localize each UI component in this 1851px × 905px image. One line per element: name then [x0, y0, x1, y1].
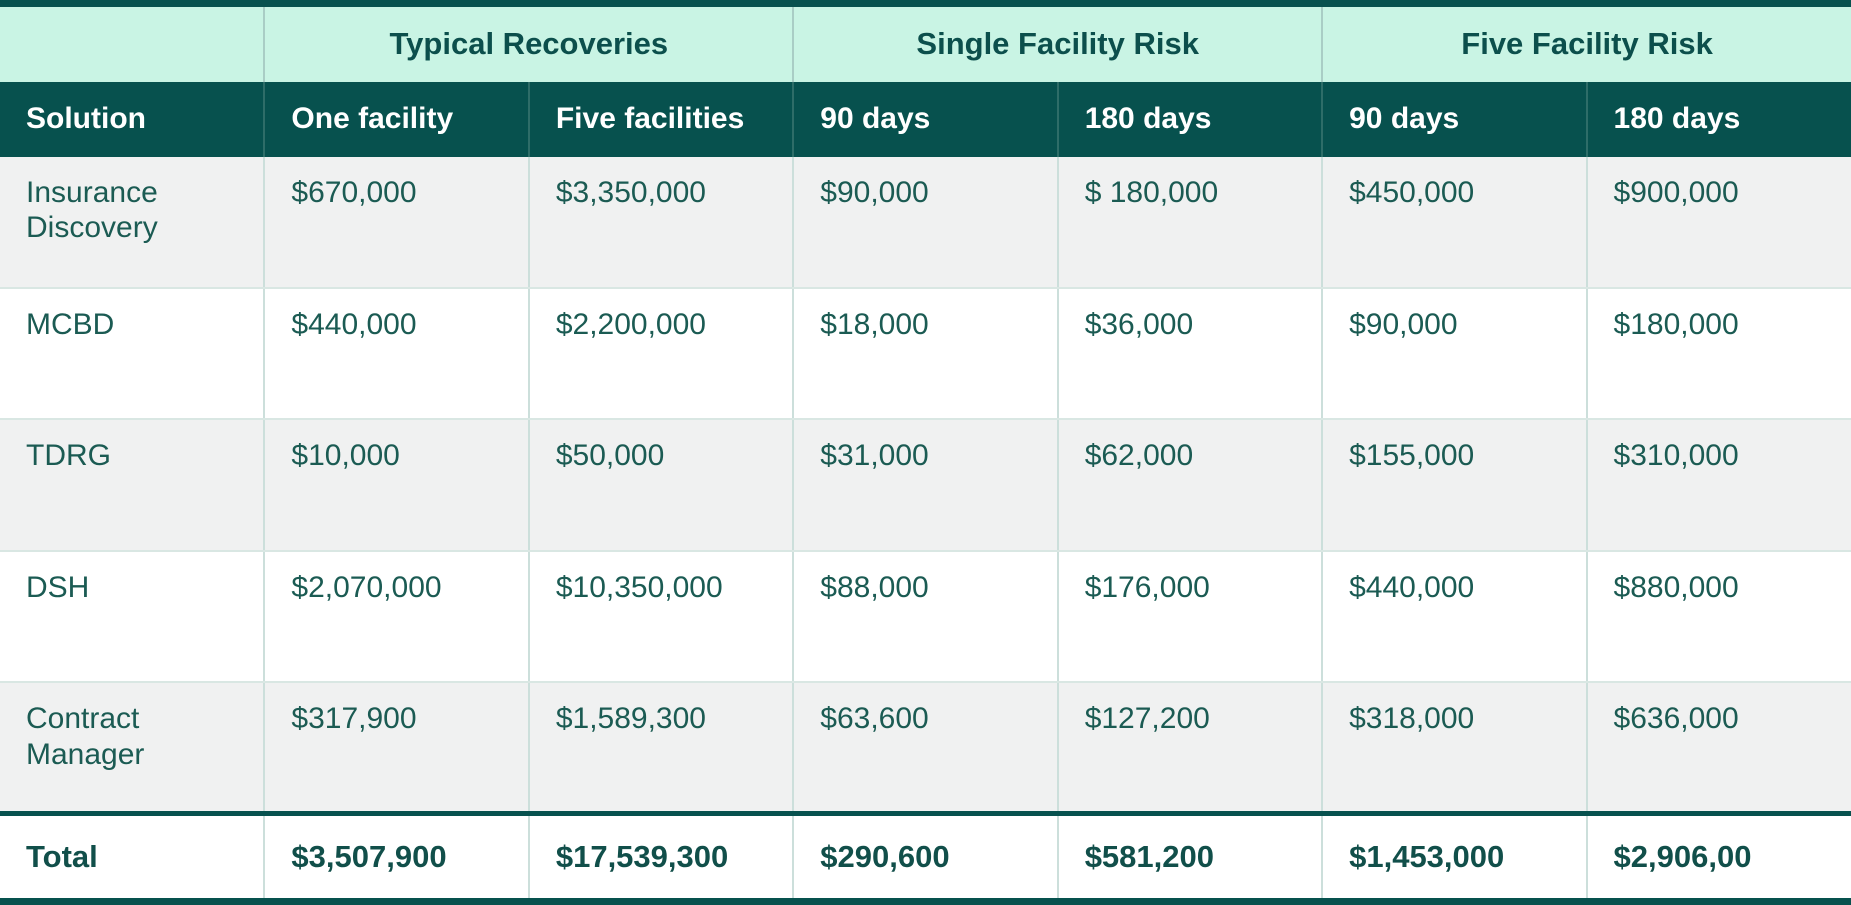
cell-value: $88,000 [792, 550, 1058, 684]
table-row-contract-manager: Contract Manager $317,900 $1,589,300 $63… [0, 682, 1851, 815]
cell-value: $90,000 [1321, 287, 1587, 421]
total-value: $2,906,00 [1585, 811, 1851, 902]
cell-value: $440,000 [263, 287, 529, 421]
table-row-mcbd: MCBD $440,000 $2,200,000 $18,000 $36,000… [0, 287, 1851, 421]
column-header-row: Solution One facility Five facilities 90… [0, 81, 1851, 157]
cell-value: $440,000 [1321, 550, 1587, 684]
cell-value: $2,200,000 [527, 287, 794, 421]
table-row-tdrg: TDRG $10,000 $50,000 $31,000 $62,000 $15… [0, 419, 1851, 552]
column-header-90-days-five: 90 days [1321, 81, 1587, 157]
cell-value: $50,000 [527, 419, 794, 552]
column-header-solution: Solution [0, 81, 265, 157]
column-header-180-days-five: 180 days [1585, 81, 1851, 157]
solution-label: Insurance Discovery [0, 156, 265, 289]
total-label: Total [0, 811, 265, 902]
cell-value: $90,000 [792, 156, 1058, 289]
solution-label: TDRG [0, 419, 265, 552]
table-row-dsh: DSH $2,070,000 $10,350,000 $88,000 $176,… [0, 550, 1851, 684]
total-value: $581,200 [1056, 811, 1323, 902]
group-header-five-facility-risk: Five Facility Risk [1321, 3, 1851, 82]
solution-label: MCBD [0, 287, 265, 421]
cell-value: $36,000 [1056, 287, 1323, 421]
cell-value: $155,000 [1321, 419, 1587, 552]
cell-value: $ 180,000 [1056, 156, 1323, 289]
cell-value: $317,900 [263, 682, 529, 815]
cell-value: $450,000 [1321, 156, 1587, 289]
corner-cell [0, 3, 265, 82]
group-header-typical-recoveries: Typical Recoveries [263, 3, 794, 82]
cell-value: $31,000 [792, 419, 1058, 552]
column-header-180-days-single: 180 days [1056, 81, 1323, 157]
column-header-one-facility: One facility [263, 81, 529, 157]
cell-value: $900,000 [1585, 156, 1851, 289]
column-header-five-facilities: Five facilities [527, 81, 794, 157]
cell-value: $127,200 [1056, 682, 1323, 815]
table-row-total: Total $3,507,900 $17,539,300 $290,600 $5… [0, 811, 1851, 902]
cell-value: $880,000 [1585, 550, 1851, 684]
solution-label: Contract Manager [0, 682, 265, 815]
cell-value: $1,589,300 [527, 682, 794, 815]
group-header-single-facility-risk: Single Facility Risk [792, 3, 1323, 82]
solution-label: DSH [0, 550, 265, 684]
cell-value: $3,350,000 [527, 156, 794, 289]
total-value: $1,453,000 [1321, 811, 1587, 902]
total-value: $290,600 [792, 811, 1058, 902]
cell-value: $310,000 [1585, 419, 1851, 552]
cell-value: $62,000 [1056, 419, 1323, 552]
cell-value: $10,350,000 [527, 550, 794, 684]
cell-value: $318,000 [1321, 682, 1587, 815]
group-header-row: Typical Recoveries Single Facility Risk … [0, 3, 1851, 82]
cell-value: $18,000 [792, 287, 1058, 421]
cell-value: $636,000 [1585, 682, 1851, 815]
cell-value: $180,000 [1585, 287, 1851, 421]
cell-value: $63,600 [792, 682, 1058, 815]
cell-value: $176,000 [1056, 550, 1323, 684]
table-row-insurance-discovery: Insurance Discovery $670,000 $3,350,000 … [0, 156, 1851, 289]
cell-value: $670,000 [263, 156, 529, 289]
total-value: $17,539,300 [527, 811, 794, 902]
total-value: $3,507,900 [263, 811, 529, 902]
cell-value: $2,070,000 [263, 550, 529, 684]
column-header-90-days-single: 90 days [792, 81, 1058, 157]
cell-value: $10,000 [263, 419, 529, 552]
